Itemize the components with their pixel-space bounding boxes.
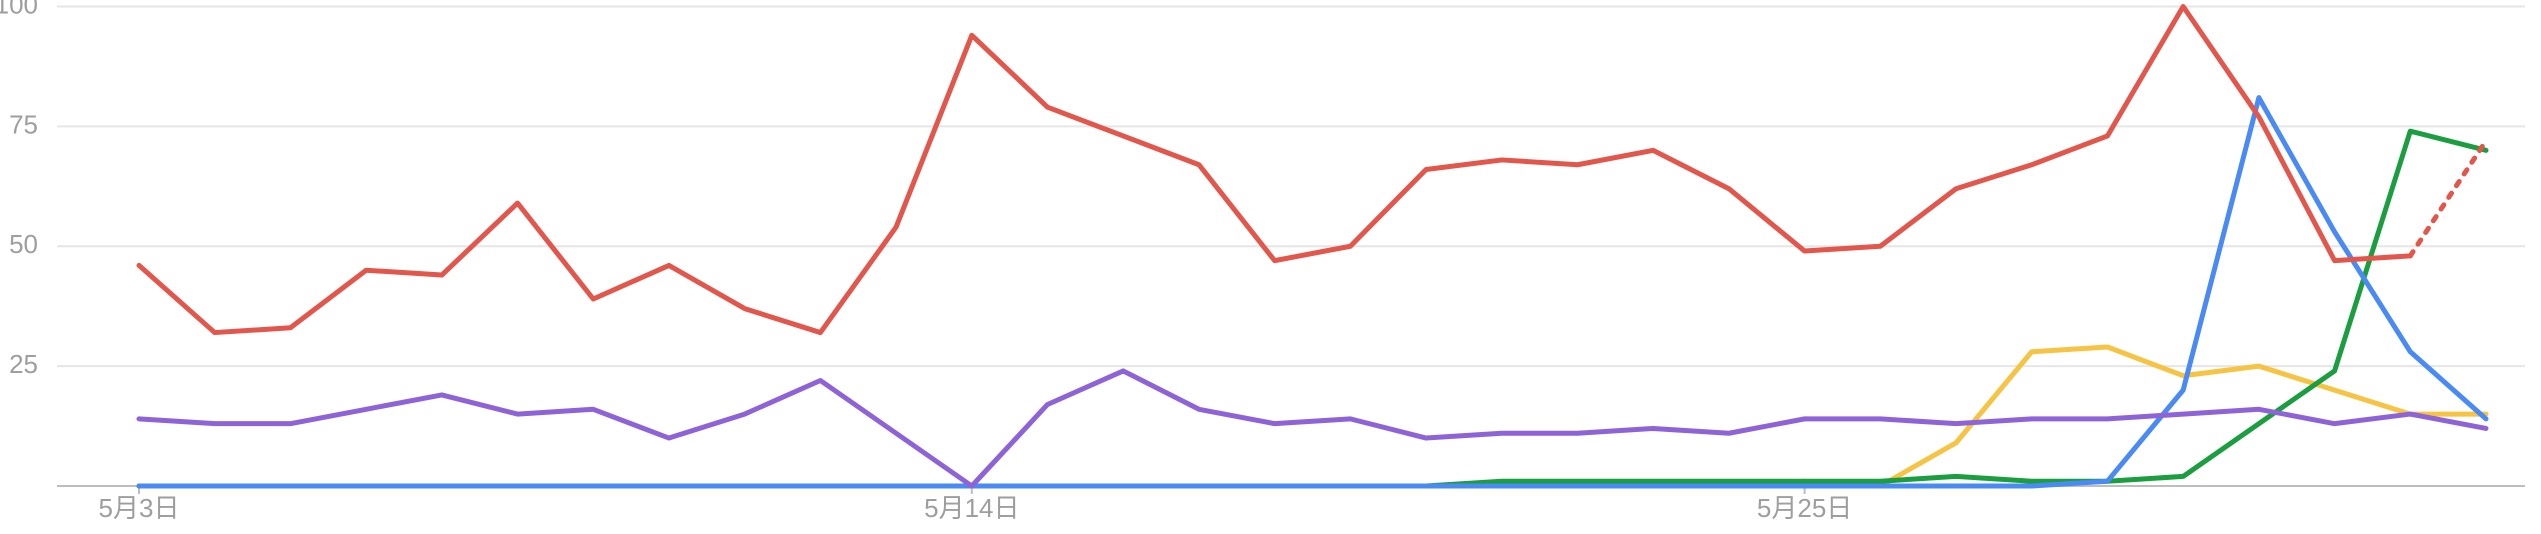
x-tick-label: 5月3日 [99, 493, 180, 523]
series-line-partial [2407, 138, 2489, 259]
series-line [136, 368, 2489, 489]
y-tick-label: 25 [9, 349, 38, 379]
y-tick-label: 100 [0, 0, 38, 19]
series-line [136, 4, 2413, 336]
x-tick-label: 5月14日 [924, 493, 1019, 523]
y-tick-label: 75 [9, 109, 38, 139]
x-tick-label: 5月25日 [1757, 493, 1852, 523]
series-line [136, 95, 2489, 489]
series-line [136, 128, 2489, 489]
y-tick-label: 50 [9, 229, 38, 259]
